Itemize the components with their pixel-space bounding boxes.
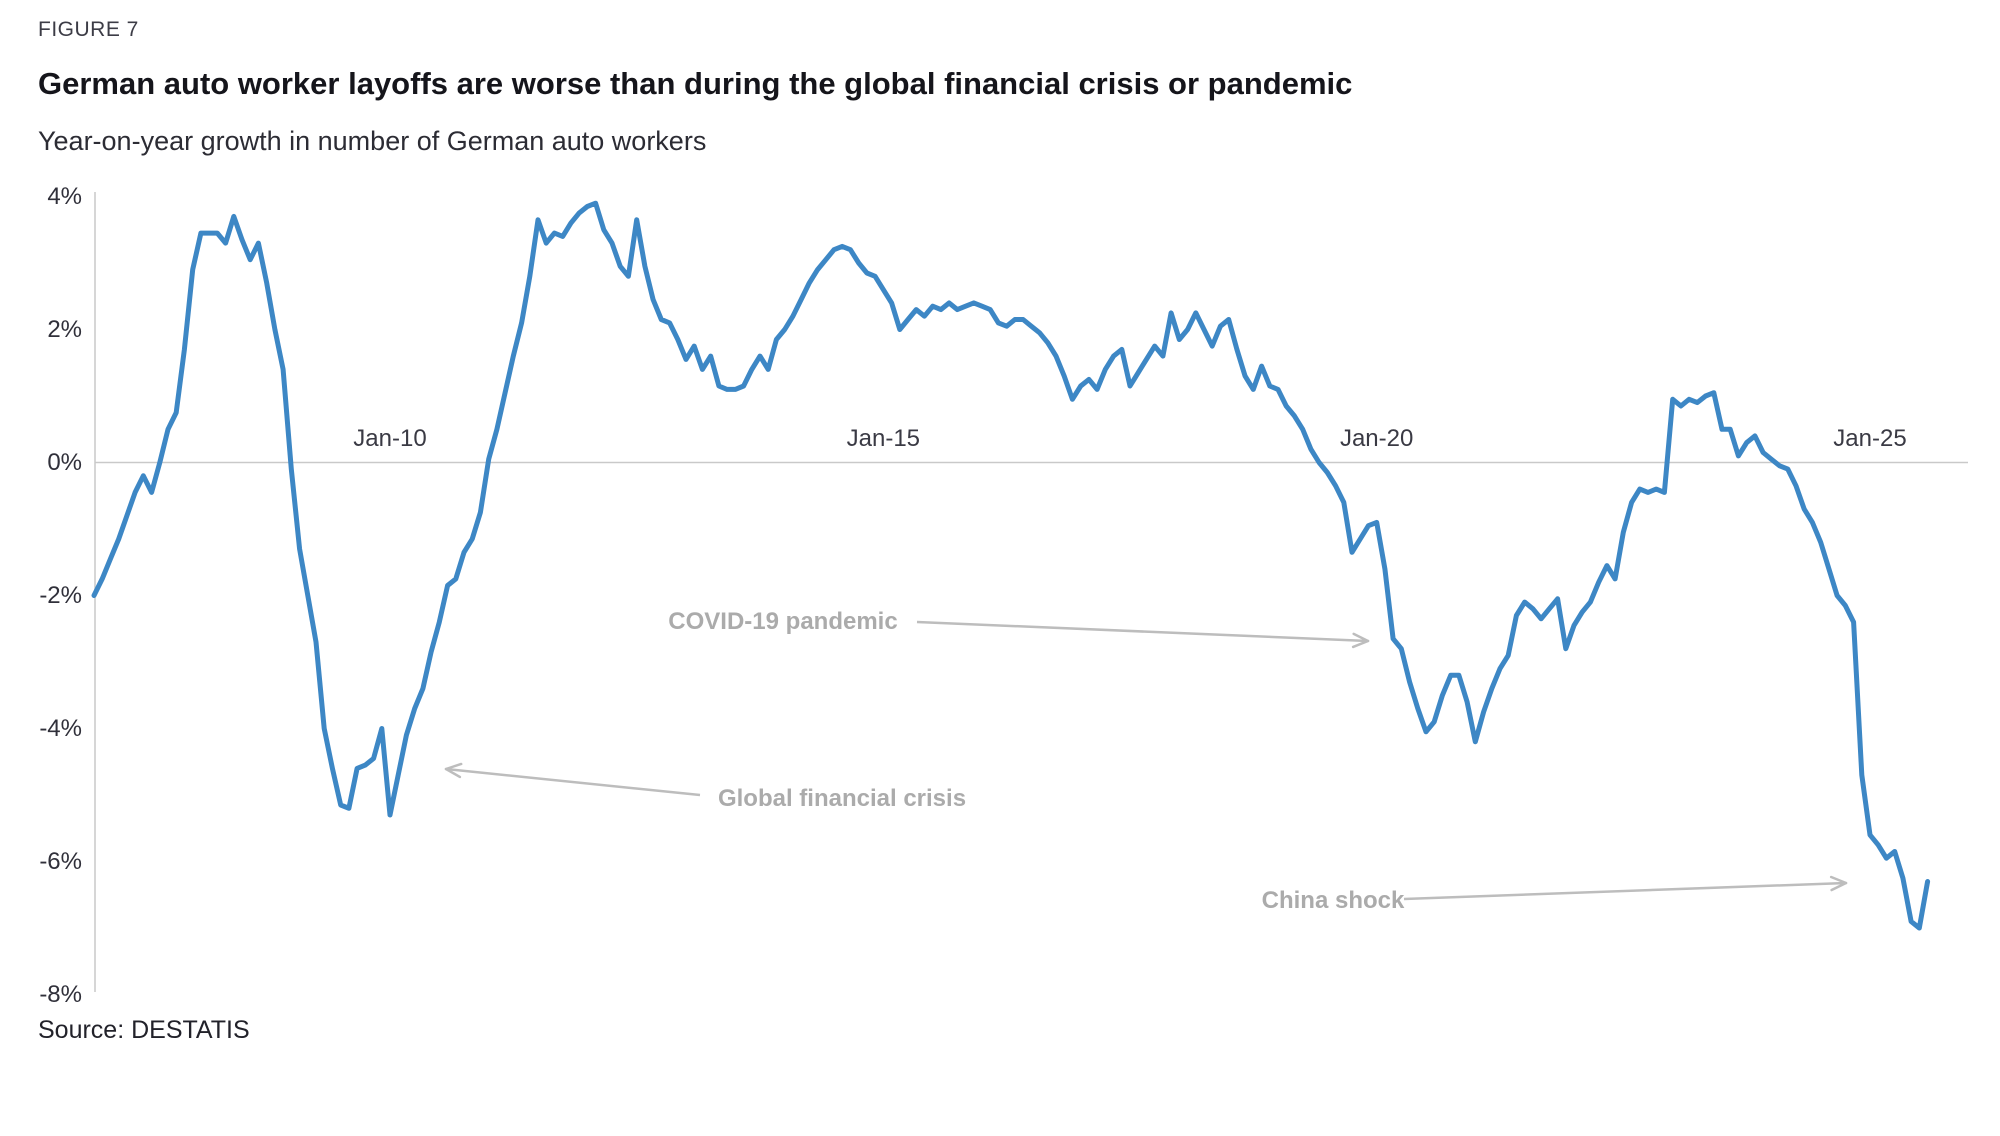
y-tick-0: 0% xyxy=(47,448,82,476)
chart-title: German auto worker layoffs are worse tha… xyxy=(38,66,1353,101)
source-note: Source: DESTATIS xyxy=(38,1016,250,1044)
figure-label: FIGURE 7 xyxy=(38,18,139,41)
data-line-auto-workers xyxy=(91,200,1931,931)
y-tick-neg8: -8% xyxy=(39,980,82,1008)
y-tick-neg4: -4% xyxy=(39,714,82,742)
annotation-global-financial-crisis: Global financial crisis xyxy=(717,785,967,812)
annotation-covid-19-pandemic: COVID-19 pandemic xyxy=(668,608,898,635)
chart-subtitle: Year-on-year growth in number of German … xyxy=(38,126,707,156)
x-tick-jan-25: Jan-25 xyxy=(1833,424,1907,452)
y-tick-4: 4% xyxy=(47,182,82,210)
y-tick-2: 2% xyxy=(47,315,82,343)
x-tick-jan-15: Jan-15 xyxy=(846,424,921,452)
x-tick-jan-20: Jan-20 xyxy=(1339,424,1414,452)
annotation-arrows xyxy=(444,620,1848,901)
y-tick-neg6: -6% xyxy=(39,847,82,875)
annotation-china-shock: China shock xyxy=(1261,887,1405,914)
x-tick-jan-10: Jan-10 xyxy=(353,424,427,452)
y-tick-neg2: -2% xyxy=(39,581,82,609)
